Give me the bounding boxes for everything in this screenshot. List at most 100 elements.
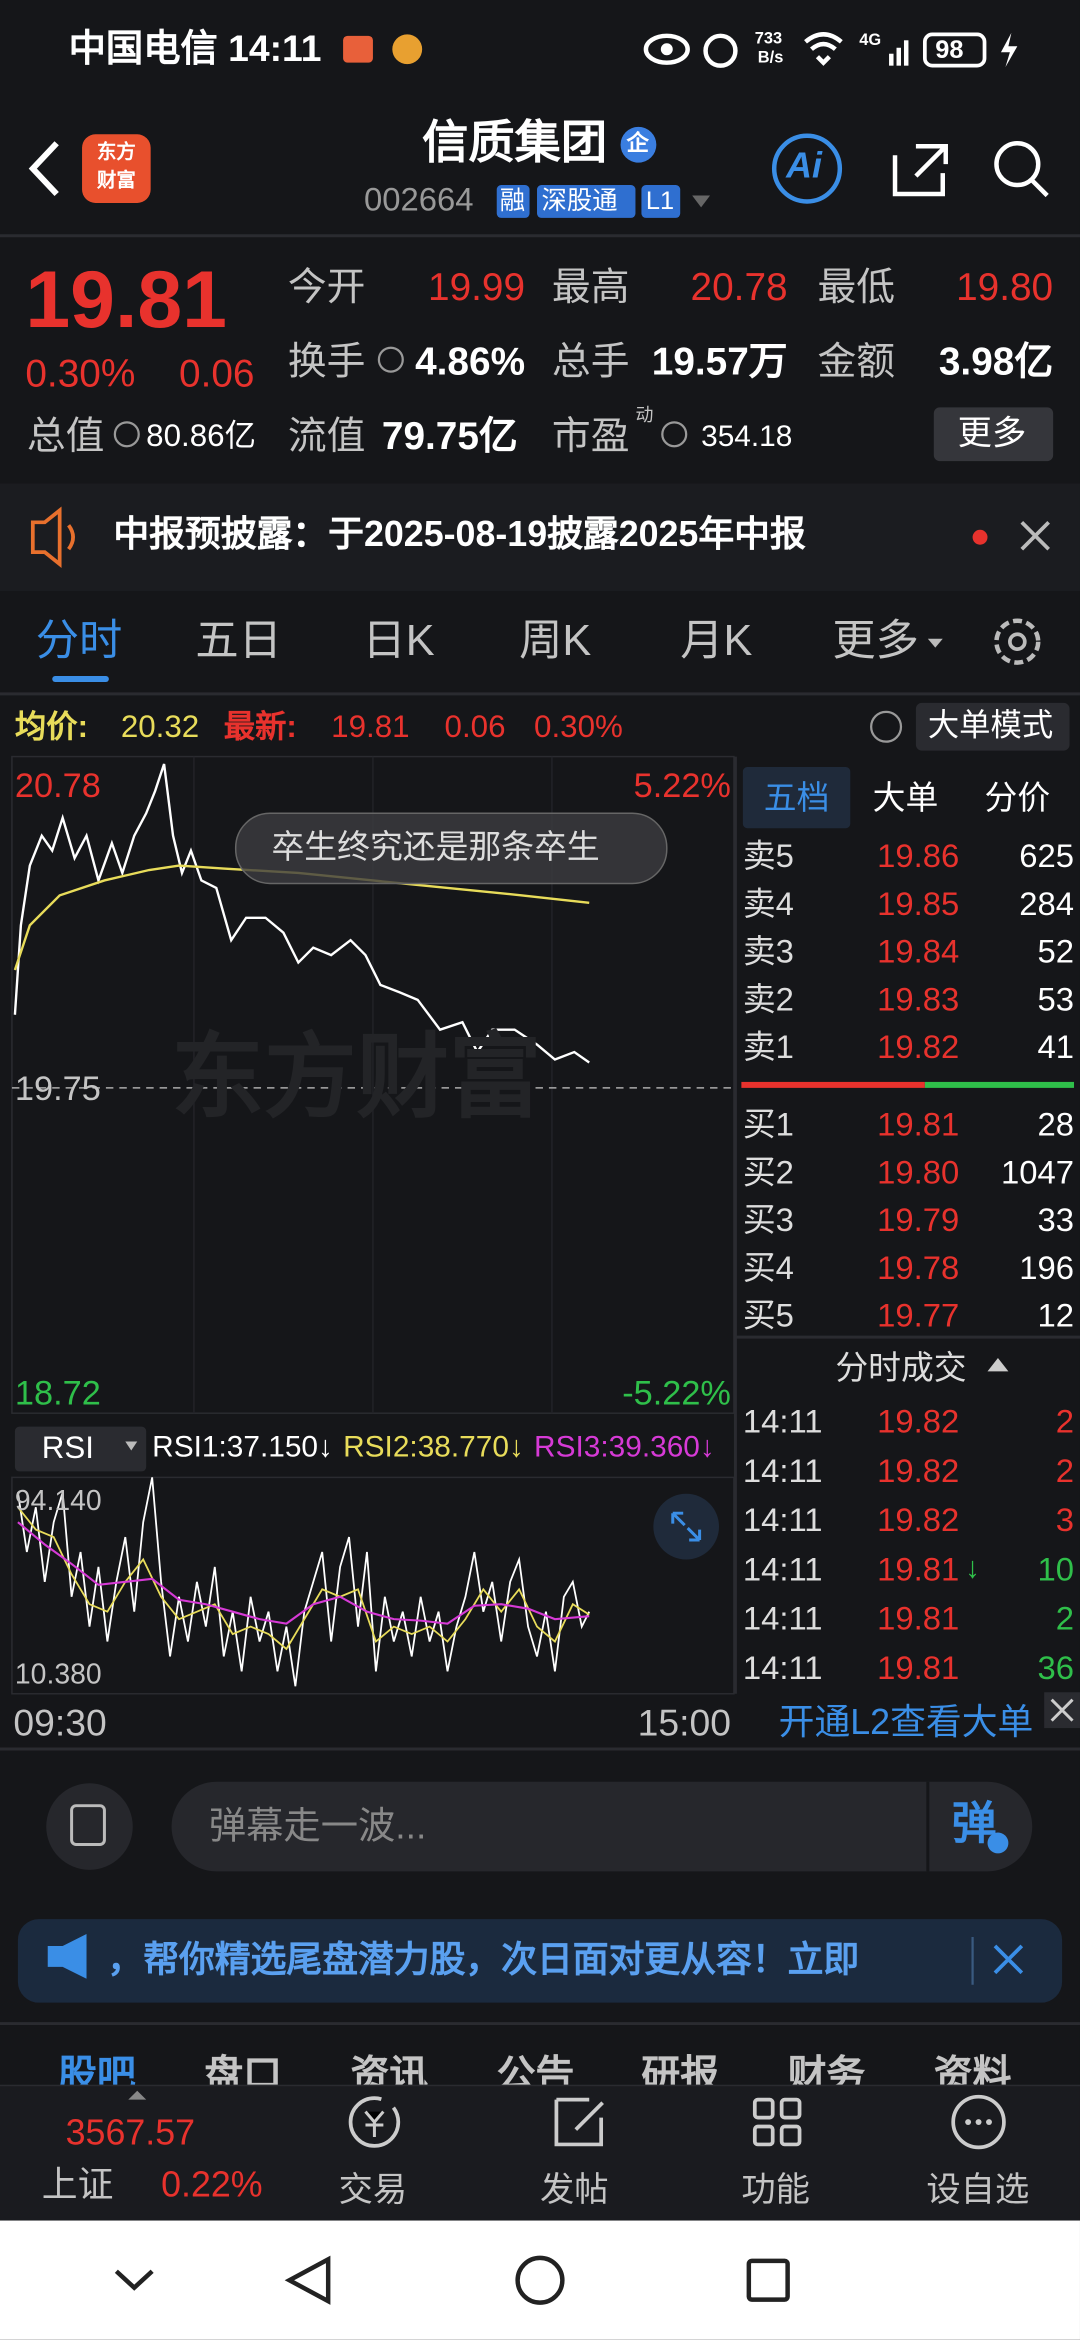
book-price: 19.85 [877,884,960,923]
last-change-pct: 0.30% [534,710,623,745]
last-value: 19.81 [331,710,410,745]
tab[interactable]: 周K [519,617,592,666]
trade-price: 19.81 [877,1550,960,1588]
stock-title: 信质集团 [422,116,608,169]
network: 4G [859,31,882,50]
trade-arrow: ↓ [965,1551,981,1585]
net-speed: 733 [754,29,783,48]
rsi-name[interactable]: RSI [41,1431,95,1466]
trade-price: 19.81 [877,1648,960,1687]
book-tab[interactable]: 分价 [984,778,1051,817]
trade-time: 14:11 [742,1452,823,1490]
book-volume: 1047 [1001,1153,1075,1191]
carrier-time: 中国电信 14:11 [68,28,322,71]
mode-button[interactable]: 大单模式 [927,708,1054,744]
field-label: 市盈 [551,413,630,459]
tab[interactable]: 更多 [832,617,919,666]
field-label: 今开 [287,264,366,309]
book-level: 买2 [742,1153,794,1191]
more-button[interactable]: 更多 [957,413,1027,453]
book-tab[interactable]: 五档 [763,778,830,817]
banner-text[interactable]: ，帮你精选尾盘潜力股，次日面对更从容！立即 [107,1939,860,1981]
nav-item[interactable]: 功能 [741,2169,810,2209]
badge: 企 [626,131,649,157]
tab[interactable]: 日K [362,617,435,666]
bottom-pct: -5.22% [622,1372,731,1412]
book-price: 19.81 [877,1105,960,1144]
trade-volume: 3 [1055,1501,1075,1539]
tab[interactable]: 月K [680,617,753,666]
book-level: 买4 [742,1249,794,1287]
nav-item[interactable]: 发帖 [539,2169,609,2209]
book-level: 卖5 [742,837,794,875]
avg-value: 20.32 [120,710,200,745]
tab[interactable]: 五日 [195,617,282,666]
book-level: 卖4 [742,884,794,923]
field-label: 总手 [551,338,630,384]
bottom-nav [0,2084,1080,2223]
tag: 深股通 [541,186,618,215]
last-label: 最新: [223,710,297,745]
book-price: 19.79 [877,1201,960,1239]
trade-volume: 2 [1055,1452,1075,1490]
trade-time: 14:11 [742,1550,823,1588]
mid-price: 19.75 [14,1068,101,1108]
book-volume: 625 [1019,837,1075,875]
danmaku-button[interactable]: 弹 [951,1799,997,1849]
price: 19.81 [25,255,227,345]
trade-volume: 36 [1037,1648,1075,1687]
book-tab[interactable]: 大单 [872,778,939,817]
bottom-price: 18.72 [14,1372,101,1412]
field-label: 最低 [817,264,896,309]
field-label: 流值 [287,413,366,459]
battery: 98 [935,35,964,65]
ai-button[interactable]: Ai [786,146,822,187]
book-volume: 196 [1019,1249,1075,1287]
book-price: 19.78 [877,1249,960,1287]
stock-code: 002664 [363,180,474,218]
comment-input[interactable]: 弹幕走一波... [208,1805,427,1848]
pe-superscript: 动 [635,404,654,426]
book-level: 买3 [742,1201,794,1239]
field-value: 19.80 [956,264,1054,309]
trade-volume: 10 [1037,1550,1075,1588]
net-unit: B/s [757,49,784,68]
notice-text[interactable]: 中报预披露：于2025-08-19披露2025年中报 [113,514,806,556]
book-price: 19.77 [877,1296,960,1335]
rsi2: RSI2:38.770↓ [343,1431,524,1464]
change-pct: 0.30% [25,350,136,396]
book-level: 买5 [742,1296,794,1335]
field-label: 总值 [26,413,105,459]
book-price: 19.83 [877,980,960,1018]
banner-clip: ，帮你精选尾盘潜力股，次日面对更从容！立即 [104,1937,957,1985]
nav-item[interactable]: 交易 [338,2169,408,2209]
index-name: 上证 [41,2165,114,2206]
field-value: 20.78 [690,264,788,309]
book-price: 19.80 [877,1153,960,1191]
nav-item[interactable]: 设自选 [926,2169,1030,2209]
top-pct: 5.22% [633,765,731,805]
rsi3: RSI3:39.360↓ [534,1431,715,1464]
book-level: 卖2 [742,980,794,1018]
tab[interactable]: 分时 [35,617,123,666]
l2-link[interactable]: 开通L2查看大单 [778,1702,1034,1744]
field-value: 3.98亿 [938,338,1054,384]
last-change: 0.06 [444,710,506,745]
nav-icons [128,2090,1006,2150]
book-volume: 52 [1037,932,1075,970]
book-volume: 33 [1037,1201,1075,1239]
field-value: 80.86亿 [146,419,256,454]
system-nav-icons [114,2255,790,2305]
trade-volume: 2 [1055,1402,1075,1441]
field-value: 79.75亿 [381,413,518,459]
watermark: 东方财富 [171,1026,542,1130]
book-level: 卖3 [742,932,794,970]
field-label: 换手 [287,338,366,384]
trade-time: 14:11 [742,1599,823,1638]
field-value: 19.99 [428,264,526,309]
index-pct: 0.22% [161,2165,263,2206]
book-level: 买1 [742,1105,794,1144]
index-value: 3567.57 [65,2113,196,2154]
